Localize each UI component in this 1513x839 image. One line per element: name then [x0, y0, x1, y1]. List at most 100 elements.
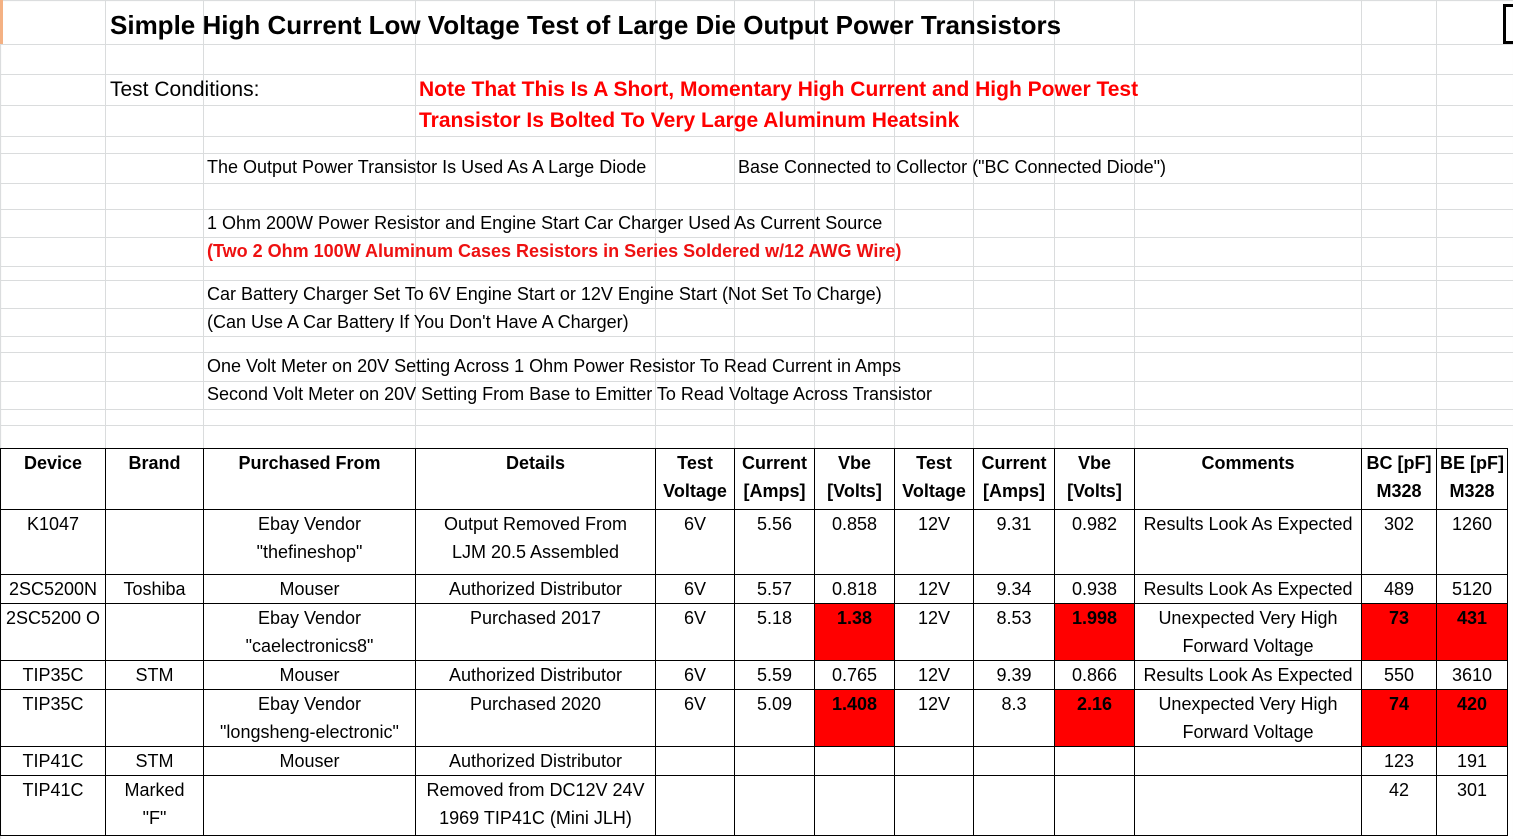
cell-current-6v[interactable]: 5.09	[734, 689, 815, 747]
cell-current-12v[interactable]: 9.31	[973, 509, 1055, 575]
cell-test-voltage-6v[interactable]: 6V	[655, 689, 735, 747]
cell-vbe-6v-high[interactable]: 1.408	[814, 689, 895, 747]
cell-be-pf[interactable]: 3610	[1436, 660, 1508, 690]
header-test-voltage-12v[interactable]: Test Voltage	[894, 448, 974, 510]
cell-brand[interactable]: Marked "F"	[105, 775, 204, 836]
cell-vbe-12v-high[interactable]: 1.998	[1054, 603, 1135, 661]
cell-test-voltage-6v[interactable]	[655, 746, 735, 776]
header-be-pf[interactable]: BE [pF] M328	[1436, 448, 1508, 510]
cell-details[interactable]: Removed from DC12V 24V 1969 TIP41C (Mini …	[415, 775, 656, 836]
cell-brand[interactable]: STM	[105, 746, 204, 776]
cell-vbe-12v[interactable]: 0.982	[1054, 509, 1135, 575]
cell-test-voltage-6v[interactable]: 6V	[655, 574, 735, 604]
cell-purchased[interactable]: Mouser	[203, 660, 416, 690]
cell-current-6v[interactable]: 5.18	[734, 603, 815, 661]
header-current-12v[interactable]: Current [Amps]	[973, 448, 1055, 510]
cell-details[interactable]: Purchased 2017	[415, 603, 656, 661]
cell-bc-pf[interactable]: 302	[1361, 509, 1437, 575]
cell-be-pf-low[interactable]: 431	[1436, 603, 1508, 661]
cell-device[interactable]: 2SC5200N	[0, 574, 106, 604]
cell-brand[interactable]: Toshiba	[105, 574, 204, 604]
cell-test-voltage-12v[interactable]: 12V	[894, 603, 974, 661]
cell-test-voltage-6v[interactable]: 6V	[655, 603, 735, 661]
cell-current-12v[interactable]: 8.53	[973, 603, 1055, 661]
cell-device[interactable]: TIP35C	[0, 660, 106, 690]
cell-bc-pf[interactable]: 42	[1361, 775, 1437, 836]
cell-vbe-6v[interactable]: 0.858	[814, 509, 895, 575]
note-heatsink[interactable]: Transistor Is Bolted To Very Large Alumi…	[419, 109, 960, 132]
cell-current-6v[interactable]: 5.59	[734, 660, 815, 690]
setup-resistor-note[interactable]: (Two 2 Ohm 100W Aluminum Cases Resistors…	[207, 241, 902, 261]
cell-comments[interactable]: Unexpected Very High Forward Voltage	[1134, 689, 1362, 747]
cell-vbe-6v[interactable]	[814, 775, 895, 836]
header-current-6v[interactable]: Current [Amps]	[734, 448, 815, 510]
header-purchased[interactable]: Purchased From	[203, 448, 416, 510]
cell-current-12v[interactable]	[973, 775, 1055, 836]
header-brand[interactable]: Brand	[105, 448, 204, 510]
cell-device[interactable]: 2SC5200 O	[0, 603, 106, 661]
cell-test-voltage-12v[interactable]: 12V	[894, 689, 974, 747]
test-conditions-label[interactable]: Test Conditions:	[110, 78, 260, 101]
cell-be-pf[interactable]: 5120	[1436, 574, 1508, 604]
cell-details[interactable]: Authorized Distributor	[415, 574, 656, 604]
cell-brand[interactable]	[105, 689, 204, 747]
cell-details[interactable]: Authorized Distributor	[415, 660, 656, 690]
cell-test-voltage-6v[interactable]: 6V	[655, 509, 735, 575]
cell-be-pf-low[interactable]: 420	[1436, 689, 1508, 747]
cell-vbe-6v[interactable]: 0.765	[814, 660, 895, 690]
cell-device[interactable]: TIP41C	[0, 746, 106, 776]
cell-current-12v[interactable]	[973, 746, 1055, 776]
cell-device[interactable]: TIP35C	[0, 689, 106, 747]
cell-be-pf[interactable]: 1260	[1436, 509, 1508, 575]
cell-test-voltage-6v[interactable]: 6V	[655, 660, 735, 690]
cell-brand[interactable]	[105, 603, 204, 661]
cell-vbe-12v[interactable]: 0.866	[1054, 660, 1135, 690]
cell-vbe-6v[interactable]: 0.818	[814, 574, 895, 604]
cell-device[interactable]: K1047	[0, 509, 106, 575]
header-vbe-12v[interactable]: Vbe [Volts]	[1054, 448, 1135, 510]
cell-device[interactable]: TIP41C	[0, 775, 106, 836]
cell-details[interactable]: Output Removed From LJM 20.5 Assembled	[415, 509, 656, 575]
cell-vbe-12v[interactable]	[1054, 775, 1135, 836]
selected-cell-indicator[interactable]	[1503, 4, 1513, 44]
cell-details[interactable]: Purchased 2020	[415, 689, 656, 747]
setup-resistor-line[interactable]: 1 Ohm 200W Power Resistor and Engine Sta…	[207, 213, 883, 233]
cell-current-6v[interactable]: 5.57	[734, 574, 815, 604]
cell-purchased[interactable]: Mouser	[203, 574, 416, 604]
setup-meter2-line[interactable]: Second Volt Meter on 20V Setting From Ba…	[207, 384, 933, 404]
cell-purchased[interactable]: Ebay Vendor "caelectronics8"	[203, 603, 416, 661]
cell-test-voltage-6v[interactable]	[655, 775, 735, 836]
setup-bc-connected[interactable]: Base Connected to Collector ("BC Connect…	[738, 157, 1167, 177]
cell-test-voltage-12v[interactable]: 12V	[894, 509, 974, 575]
cell-vbe-6v-high[interactable]: 1.38	[814, 603, 895, 661]
cell-bc-pf[interactable]: 123	[1361, 746, 1437, 776]
cell-test-voltage-12v[interactable]	[894, 775, 974, 836]
header-vbe-6v[interactable]: Vbe [Volts]	[814, 448, 895, 510]
cell-vbe-12v[interactable]: 0.938	[1054, 574, 1135, 604]
note-short-test[interactable]: Note That This Is A Short, Momentary Hig…	[419, 78, 1139, 101]
cell-details[interactable]: Authorized Distributor	[415, 746, 656, 776]
cell-vbe-12v[interactable]	[1054, 746, 1135, 776]
setup-battery-line[interactable]: (Can Use A Car Battery If You Don't Have…	[207, 312, 629, 332]
setup-charger-line[interactable]: Car Battery Charger Set To 6V Engine Sta…	[207, 284, 882, 304]
cell-test-voltage-12v[interactable]: 12V	[894, 660, 974, 690]
cell-brand[interactable]	[105, 509, 204, 575]
cell-current-6v[interactable]	[734, 775, 815, 836]
cell-comments[interactable]: Unexpected Very High Forward Voltage	[1134, 603, 1362, 661]
page-title[interactable]: Simple High Current Low Voltage Test of …	[110, 10, 1062, 40]
cell-comments[interactable]	[1134, 746, 1362, 776]
cell-comments[interactable]: Results Look As Expected	[1134, 509, 1362, 575]
setup-diode-line[interactable]: The Output Power Transistor Is Used As A…	[207, 157, 647, 177]
cell-test-voltage-12v[interactable]	[894, 746, 974, 776]
cell-bc-pf[interactable]: 489	[1361, 574, 1437, 604]
setup-meter1-line[interactable]: One Volt Meter on 20V Setting Across 1 O…	[207, 356, 901, 376]
cell-bc-pf-low[interactable]: 74	[1361, 689, 1437, 747]
cell-vbe-6v[interactable]	[814, 746, 895, 776]
cell-purchased[interactable]: Mouser	[203, 746, 416, 776]
header-comments[interactable]: Comments	[1134, 448, 1362, 510]
cell-current-6v[interactable]: 5.56	[734, 509, 815, 575]
cell-purchased[interactable]: Ebay Vendor "longsheng-electronic"	[203, 689, 416, 747]
cell-purchased[interactable]: Ebay Vendor "thefineshop"	[203, 509, 416, 575]
cell-bc-pf[interactable]: 550	[1361, 660, 1437, 690]
cell-purchased[interactable]	[203, 775, 416, 836]
